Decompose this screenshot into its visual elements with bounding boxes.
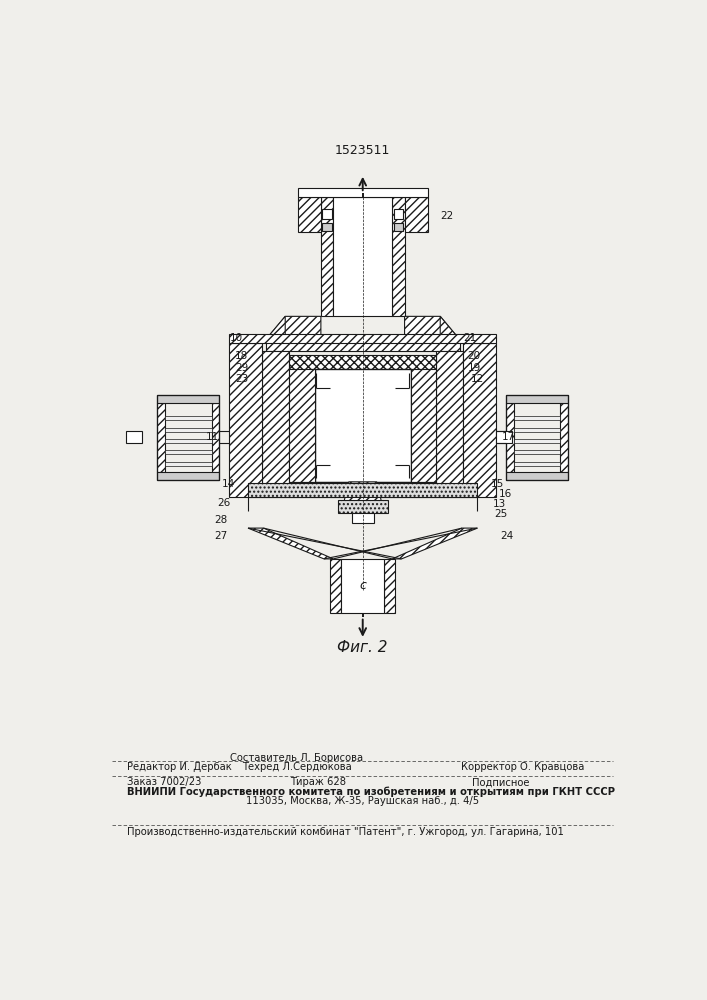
Bar [506, 395, 568, 403]
Polygon shape [561, 403, 568, 472]
Text: Редактор И. Дербак: Редактор И. Дербак [127, 762, 231, 772]
Text: Подписное: Подписное [472, 777, 530, 787]
Polygon shape [298, 197, 321, 232]
Bar [158, 472, 219, 480]
Polygon shape [230, 343, 262, 497]
Bar [165, 462, 211, 466]
Text: 19: 19 [467, 363, 481, 373]
Polygon shape [266, 316, 285, 351]
Bar [322, 223, 332, 231]
Bar [165, 450, 211, 454]
Text: 25: 25 [494, 509, 508, 519]
Polygon shape [344, 482, 381, 501]
Text: 16: 16 [498, 489, 512, 499]
Bar [165, 439, 211, 443]
Bar [266, 339, 460, 351]
Bar [338, 500, 387, 513]
Polygon shape [385, 559, 395, 613]
Bar [158, 395, 219, 403]
Polygon shape [262, 351, 289, 497]
Bar [514, 428, 561, 432]
Text: 12: 12 [472, 374, 484, 384]
Text: 20: 20 [467, 351, 481, 361]
Text: 27: 27 [214, 531, 227, 541]
Text: 18: 18 [235, 351, 248, 361]
Text: Тираж 628: Тираж 628 [291, 777, 346, 787]
Polygon shape [248, 528, 333, 559]
Text: Техред Л.Сердюкова: Техред Л.Сердюкова [242, 762, 351, 772]
Polygon shape [404, 197, 428, 232]
Polygon shape [289, 482, 436, 497]
Bar [165, 416, 211, 420]
Polygon shape [464, 343, 496, 497]
Text: 23: 23 [235, 374, 248, 384]
Text: 1523511: 1523511 [335, 144, 390, 157]
Polygon shape [330, 559, 341, 613]
Text: 26: 26 [218, 498, 231, 508]
Text: 22: 22 [440, 211, 453, 221]
Text: ВНИИПИ Государственного комитета по изобретениям и открытиям при ГКНТ СССР: ВНИИПИ Государственного комитета по изоб… [127, 787, 614, 797]
Polygon shape [440, 316, 460, 351]
Bar [506, 395, 568, 480]
Bar [394, 209, 403, 219]
Bar [230, 334, 496, 343]
Bar [514, 439, 561, 443]
Polygon shape [411, 369, 436, 482]
Text: Составитель Л. Борисова: Составитель Л. Борисова [230, 753, 363, 763]
Polygon shape [289, 369, 315, 482]
Polygon shape [436, 351, 464, 497]
Bar [341, 559, 385, 613]
Polygon shape [211, 403, 219, 472]
Text: Заказ 7002/23: Заказ 7002/23 [127, 777, 201, 787]
Text: Корректор О. Кравцова: Корректор О. Кравцова [461, 762, 585, 772]
Bar [496, 431, 512, 443]
Text: 13: 13 [493, 499, 506, 509]
Bar [322, 209, 332, 219]
Text: 24: 24 [501, 531, 514, 541]
Text: 11: 11 [206, 432, 219, 442]
Text: 10: 10 [230, 333, 243, 343]
Bar [506, 472, 568, 480]
Polygon shape [321, 197, 333, 316]
Text: 17: 17 [502, 432, 515, 442]
Bar [248, 483, 477, 497]
Bar [333, 197, 392, 316]
Polygon shape [315, 369, 411, 482]
Text: c: c [359, 579, 366, 592]
Text: Фиг. 2: Фиг. 2 [337, 640, 388, 655]
Text: 29: 29 [235, 363, 248, 373]
Bar [514, 416, 561, 420]
Bar [394, 223, 403, 231]
Bar [158, 395, 219, 480]
Text: 14: 14 [221, 479, 235, 489]
Polygon shape [289, 355, 436, 369]
Polygon shape [266, 316, 321, 339]
Text: 113035, Москва, Ж-35, Раушская наб., д. 4/5: 113035, Москва, Ж-35, Раушская наб., д. … [246, 796, 479, 806]
Text: 15: 15 [491, 479, 504, 489]
Bar [514, 450, 561, 454]
Text: Производственно-издательский комбинат "Патент", г. Ужгород, ул. Гагарина, 101: Производственно-издательский комбинат "П… [127, 827, 563, 837]
Polygon shape [404, 316, 460, 339]
Polygon shape [506, 403, 514, 472]
Bar [165, 428, 211, 432]
Bar [127, 431, 142, 443]
Bar [352, 513, 373, 523]
Text: 21: 21 [464, 333, 477, 343]
Polygon shape [392, 197, 404, 316]
Bar [514, 462, 561, 466]
Bar [298, 188, 428, 197]
Polygon shape [158, 403, 165, 472]
Text: 28: 28 [214, 515, 227, 525]
Polygon shape [392, 528, 477, 559]
